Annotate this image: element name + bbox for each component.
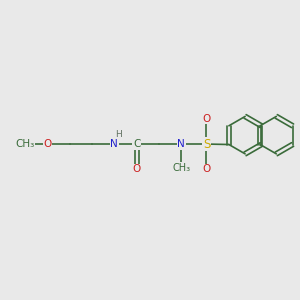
Text: O: O bbox=[202, 164, 211, 174]
Text: O: O bbox=[43, 139, 52, 149]
Text: N: N bbox=[177, 139, 185, 149]
Text: O: O bbox=[133, 164, 141, 174]
Text: CH₃: CH₃ bbox=[172, 163, 190, 173]
Text: S: S bbox=[203, 138, 210, 151]
Text: C: C bbox=[133, 139, 140, 149]
Text: CH₃: CH₃ bbox=[16, 139, 35, 149]
Text: N: N bbox=[110, 139, 118, 149]
Text: O: O bbox=[202, 114, 211, 124]
Text: H: H bbox=[116, 130, 122, 139]
